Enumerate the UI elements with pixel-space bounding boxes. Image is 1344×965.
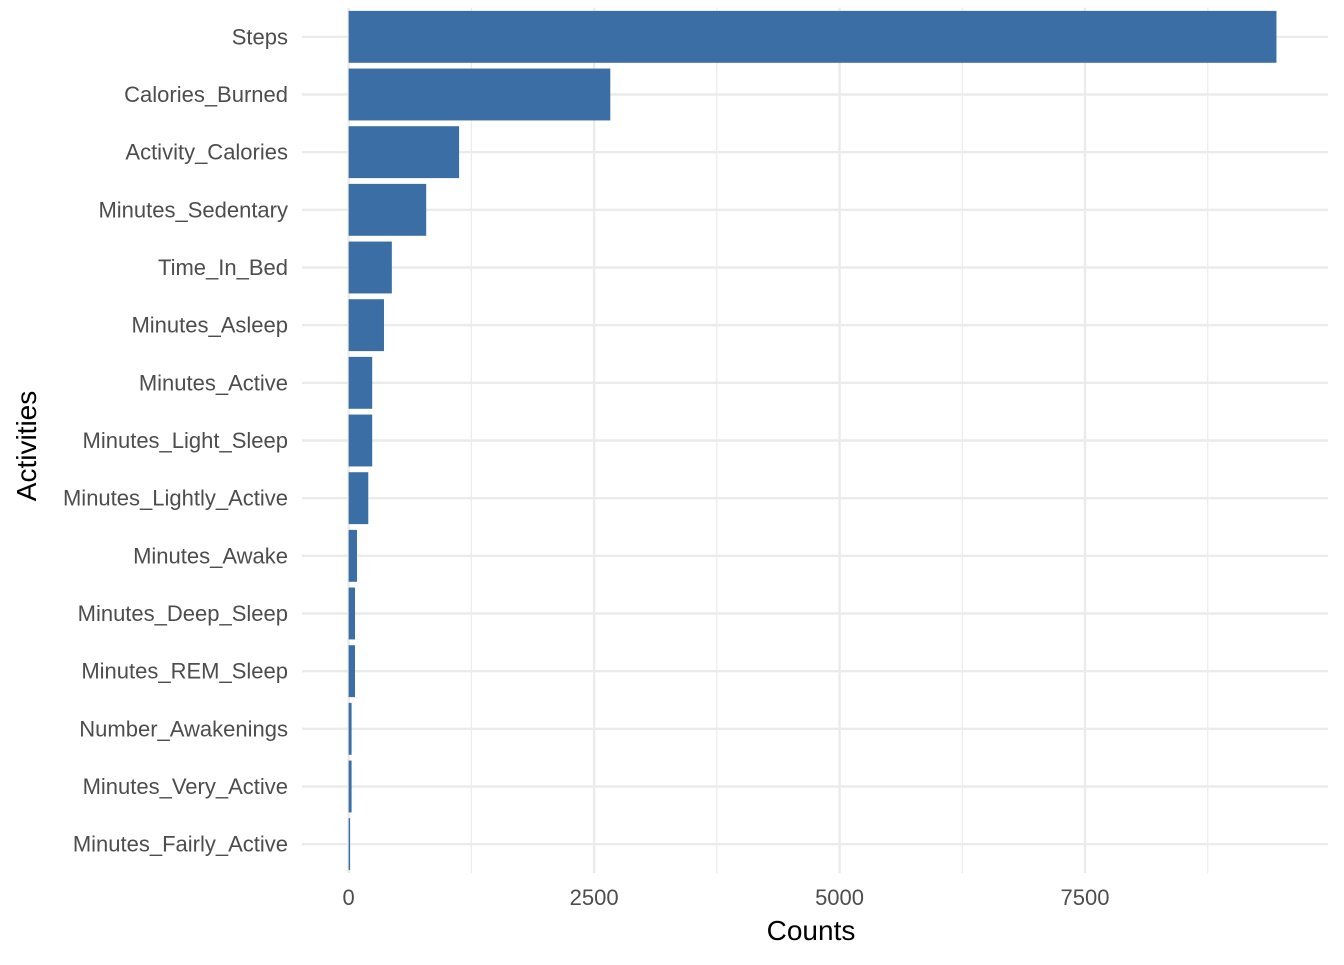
x-tick-label: 0 [343, 885, 355, 910]
y-tick-labels: Steps Calories_Burned Activity_Calories Min… [63, 24, 288, 856]
bar-activity-calories [348, 126, 460, 179]
y-tick-label: Calories_Burned [124, 82, 288, 107]
x-axis-title: Counts [767, 915, 856, 946]
y-tick-label: Minutes_Awake [133, 543, 288, 568]
bar-minutes-sedentary [348, 183, 427, 236]
y-tick-label: Minutes_Deep_Sleep [78, 601, 288, 626]
bar-steps [348, 10, 1277, 63]
bar-minutes-very-active [348, 760, 352, 813]
bar-minutes-awake [348, 529, 357, 582]
bar-minutes-active [348, 356, 373, 409]
y-tick-label: Minutes_Very_Active [83, 774, 288, 799]
bar-minutes-fairly-active [348, 818, 351, 871]
bar-time-in-bed [348, 241, 392, 294]
bar-minutes-rem-sleep [348, 645, 356, 698]
bar-minutes-asleep [348, 299, 384, 352]
y-tick-label: Minutes_REM_Sleep [81, 659, 288, 684]
x-tick-label: 7500 [1061, 885, 1110, 910]
x-tick-labels: 0 2500 5000 7500 [343, 885, 1110, 910]
bar-minutes-deep-sleep [348, 587, 356, 640]
bar-minutes-light-sleep [348, 414, 373, 467]
y-tick-label: Activity_Calories [125, 140, 288, 165]
x-tick-label: 2500 [570, 885, 619, 910]
bar-number-awakenings [348, 702, 352, 755]
y-tick-label: Minutes_Fairly_Active [73, 832, 288, 857]
y-tick-label: Number_Awakenings [79, 716, 288, 741]
y-tick-label: Minutes_Light_Sleep [83, 428, 288, 453]
y-tick-label: Minutes_Lightly_Active [63, 486, 288, 511]
grid-lines [302, 8, 1328, 873]
x-tick-label: 5000 [815, 885, 864, 910]
y-tick-label: Minutes_Sedentary [98, 197, 288, 222]
y-tick-label: Steps [232, 24, 288, 49]
y-tick-label: Time_In_Bed [158, 255, 288, 280]
y-tick-label: Minutes_Asleep [131, 313, 288, 338]
y-axis-title: Activities [11, 391, 42, 501]
y-tick-label: Minutes_Active [139, 370, 288, 395]
bar-calories-burned [348, 68, 611, 121]
bars [348, 10, 1277, 871]
bar-minutes-lightly-active [348, 472, 369, 525]
